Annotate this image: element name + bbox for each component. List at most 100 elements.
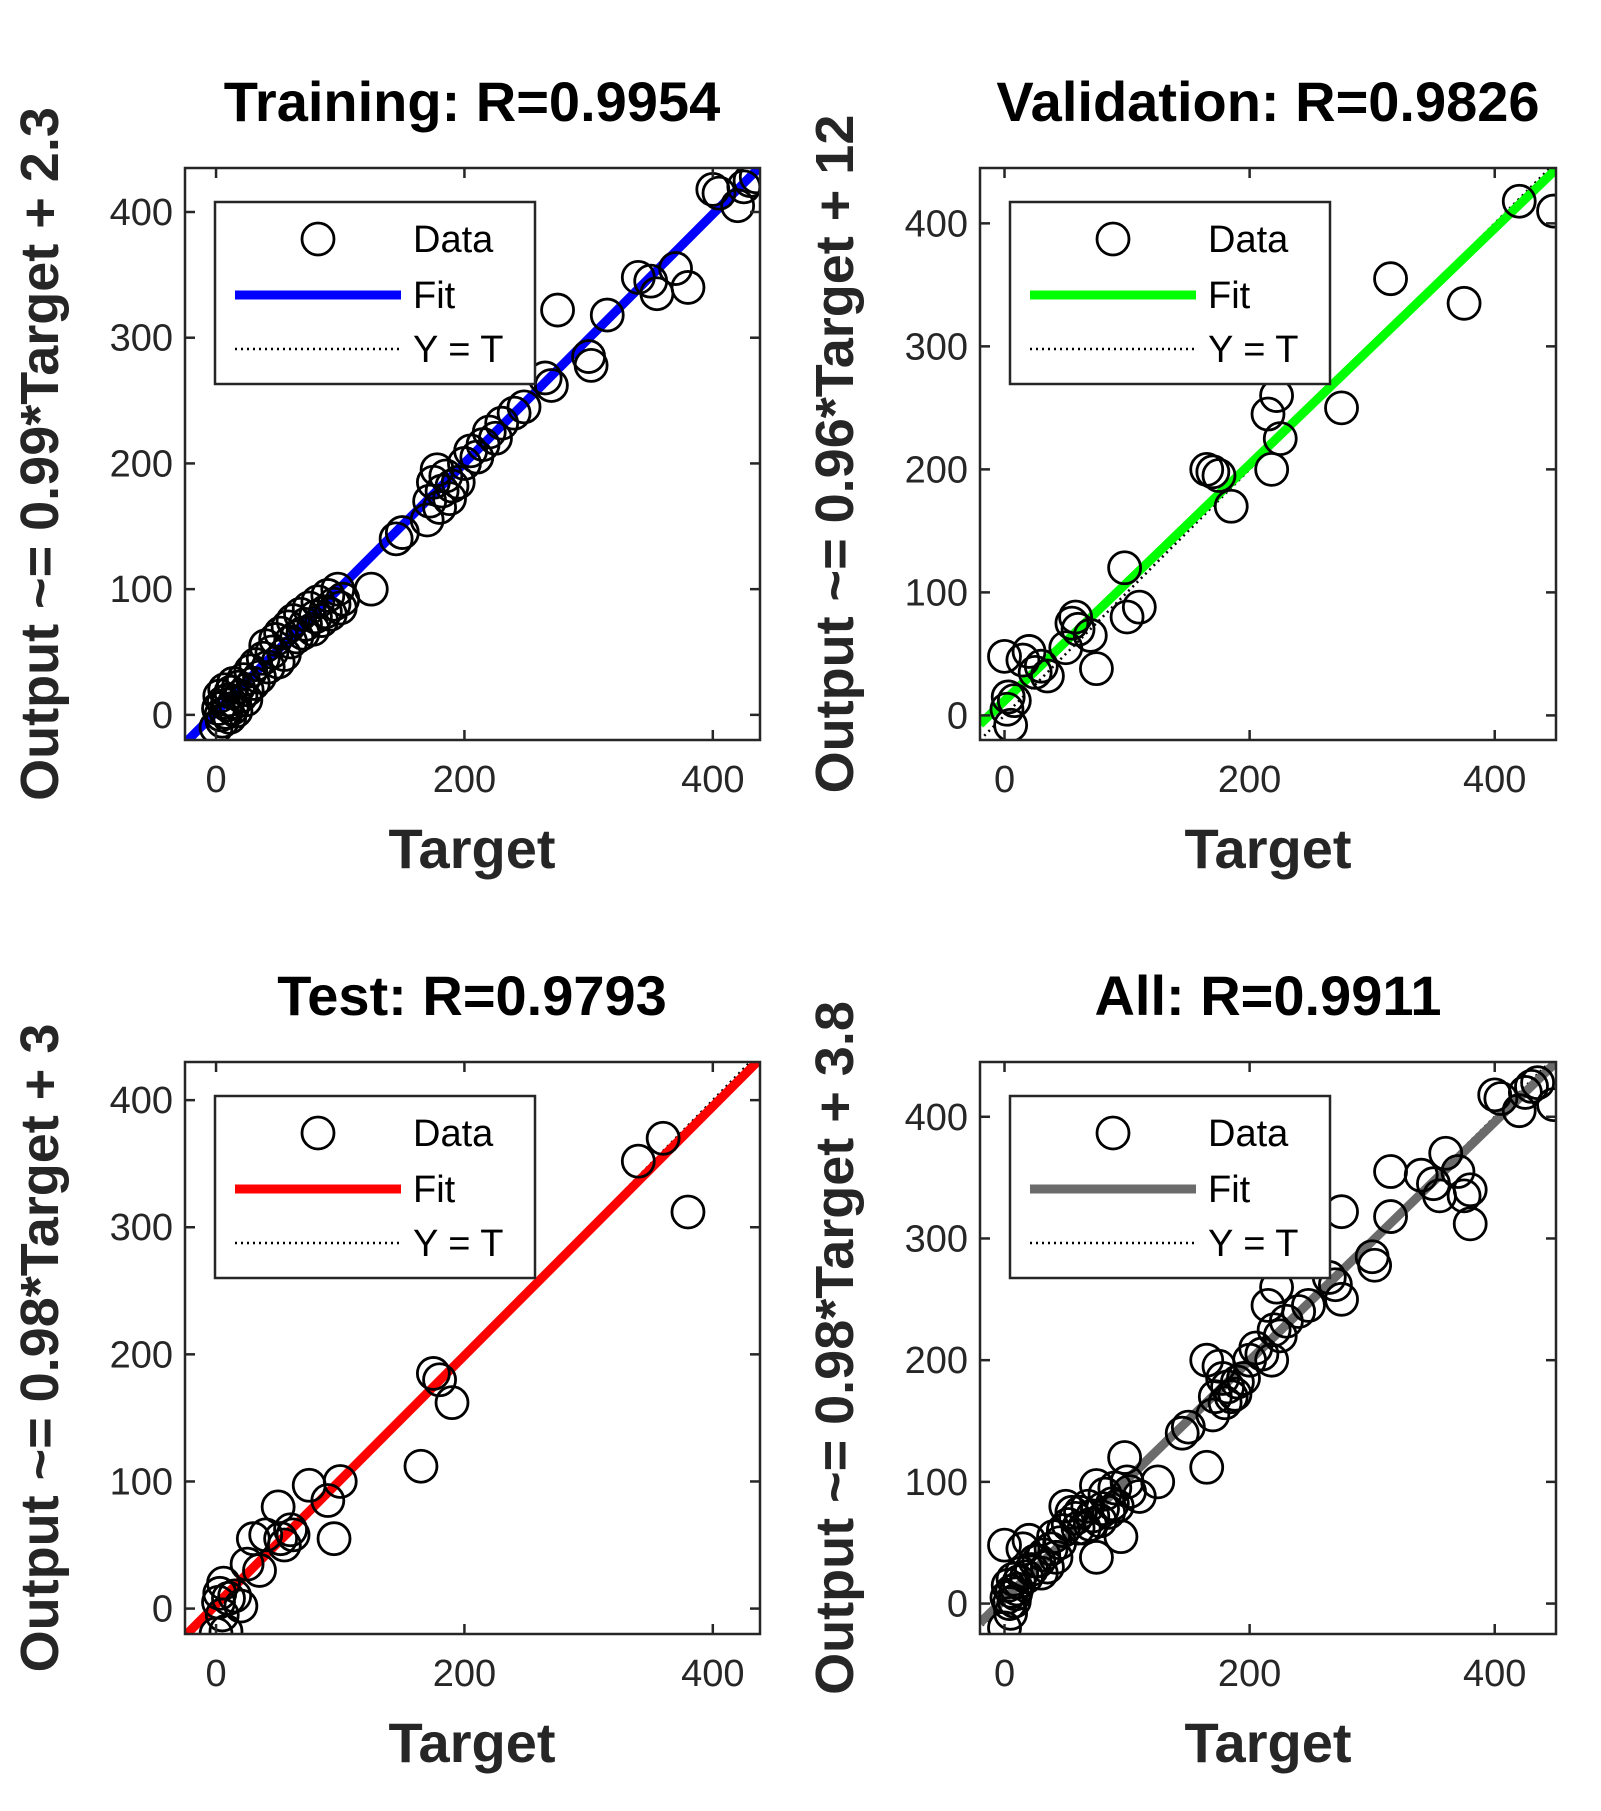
data-point xyxy=(1536,193,1556,229)
plot-content xyxy=(980,168,1556,740)
y-tick-label: 300 xyxy=(110,318,173,360)
data-point xyxy=(223,678,259,714)
data-point xyxy=(316,1521,352,1557)
data-point xyxy=(275,1517,311,1553)
data-point xyxy=(260,644,296,680)
data-point xyxy=(1262,1318,1298,1354)
legend-entry-label: Y = T xyxy=(413,1223,504,1265)
legend-entry-label: Data xyxy=(413,1113,494,1155)
data-point xyxy=(1072,618,1108,653)
data-point xyxy=(1452,1172,1488,1208)
y-axis-label: Output ~= 0.96*Target + 12 xyxy=(805,115,865,794)
chart-title: Validation: R=0.9826 xyxy=(996,70,1539,133)
x-axis-label: Target xyxy=(389,817,556,880)
data-point xyxy=(229,672,265,708)
x-tick-label: 200 xyxy=(433,1653,496,1695)
x-tick-label: 200 xyxy=(433,759,496,801)
x-tick-label: 0 xyxy=(205,759,226,801)
y-tick-label: 300 xyxy=(905,326,968,368)
data-point xyxy=(440,464,476,500)
y-axis-label: Output ~= 0.98*Target + 3.8 xyxy=(805,1001,865,1695)
data-point xyxy=(989,691,1025,727)
plot-content xyxy=(185,1062,760,1634)
data-point xyxy=(1324,1281,1359,1317)
data-point xyxy=(670,270,706,305)
data-point xyxy=(1440,1154,1476,1189)
data-point xyxy=(1357,1247,1393,1283)
data-point xyxy=(1262,421,1298,457)
axes-box xyxy=(978,1060,1558,1636)
legend-entry-label: Data xyxy=(413,219,494,261)
data-point xyxy=(533,368,569,403)
data-point xyxy=(996,683,1032,719)
y-tick-label: 400 xyxy=(110,192,173,234)
legend-entry-label: Data xyxy=(1208,1113,1289,1155)
legend-data-marker xyxy=(1095,221,1131,257)
y-tick-label: 0 xyxy=(947,695,968,737)
data-point xyxy=(310,1483,346,1518)
y-tick-label: 0 xyxy=(947,1584,968,1626)
data-point xyxy=(1103,1519,1139,1555)
data-point xyxy=(589,297,625,333)
y-tick-label: 400 xyxy=(905,1097,968,1139)
chart-panel-4: 0 200 400 0 100 200 300 400 All: R=0.9911 Target O… xyxy=(805,964,1558,1774)
data-point xyxy=(403,1448,439,1484)
data-point xyxy=(987,1527,1022,1563)
data-point xyxy=(233,653,269,689)
data-point xyxy=(1219,1364,1255,1400)
data-point xyxy=(432,481,467,517)
data-point xyxy=(1038,1539,1074,1575)
axes-box xyxy=(183,1060,762,1636)
data-point xyxy=(1213,488,1249,524)
data-point xyxy=(1281,1294,1317,1329)
data-point xyxy=(1213,1379,1249,1415)
y-tick-label: 100 xyxy=(905,572,968,614)
x-axis-label: Target xyxy=(1185,817,1352,880)
data-point xyxy=(987,638,1022,674)
legend-entry-label: Fit xyxy=(1208,275,1251,317)
data-point xyxy=(1501,183,1537,219)
x-tick-label: 400 xyxy=(1463,1653,1526,1695)
data-point xyxy=(1403,1157,1439,1193)
data-point xyxy=(1079,651,1114,687)
y-tick-label: 0 xyxy=(152,695,173,737)
data-point xyxy=(1318,1267,1353,1303)
data-point xyxy=(506,389,542,425)
data-point xyxy=(1217,1376,1253,1412)
x-axis-label: Target xyxy=(389,1711,556,1774)
data-point xyxy=(620,1143,656,1179)
data-point xyxy=(254,634,290,670)
plot-content xyxy=(185,168,760,740)
x-tick-label: 0 xyxy=(994,759,1015,801)
x-tick-label: 400 xyxy=(1463,759,1526,801)
data-point xyxy=(279,619,315,655)
x-tick-label: 0 xyxy=(994,1653,1015,1695)
data-point xyxy=(990,679,1026,715)
data-point xyxy=(310,578,346,613)
data-point xyxy=(1446,1178,1482,1214)
data-point xyxy=(322,1464,358,1499)
legend: Data Fit Y = T xyxy=(1008,1094,1332,1280)
data-point xyxy=(288,606,323,642)
x-tick-label: 400 xyxy=(681,1653,744,1695)
data-point xyxy=(223,1588,259,1624)
legend: Data Fit Y = T xyxy=(1008,200,1332,386)
data-point xyxy=(245,640,281,676)
x-tick-label: 0 xyxy=(205,1653,226,1695)
data-point xyxy=(1446,285,1482,321)
data-point xyxy=(573,347,609,383)
data-point xyxy=(242,1553,277,1588)
legend-entry-label: Y = T xyxy=(1208,1223,1299,1265)
data-point xyxy=(1066,1510,1102,1546)
data-point xyxy=(540,292,575,328)
legend-entry-label: Data xyxy=(1208,219,1289,261)
data-point xyxy=(1195,454,1231,490)
legend-entry-label: Y = T xyxy=(413,329,504,371)
y-axis-label: Output ~= 0.98*Target + 3 xyxy=(10,1024,70,1673)
data-point xyxy=(1109,599,1145,635)
legend-entry-label: Fit xyxy=(413,275,456,317)
data-point xyxy=(1373,1199,1408,1234)
data-point xyxy=(1079,1539,1114,1575)
y-tick-label: 300 xyxy=(110,1207,173,1249)
